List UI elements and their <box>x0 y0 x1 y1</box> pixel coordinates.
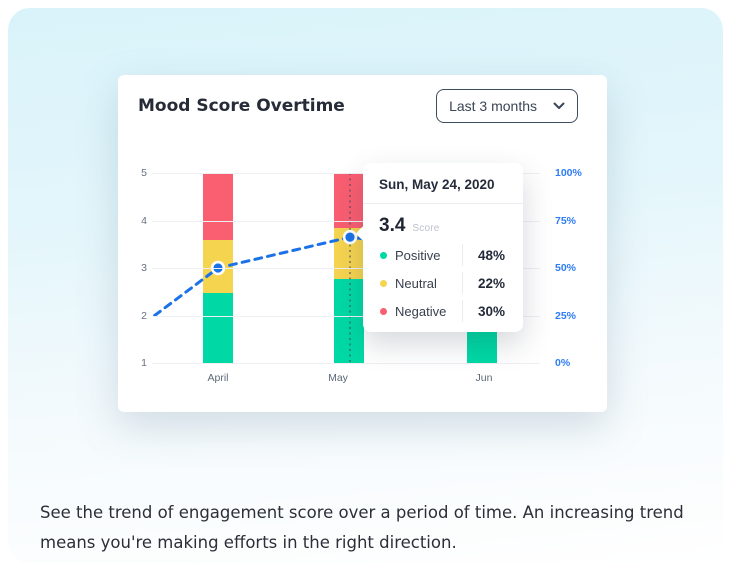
card-title: Mood Score Overtime <box>138 96 345 116</box>
bar-segment-april-neutral[interactable] <box>203 239 233 293</box>
tooltip-row-value: 30% <box>478 303 506 319</box>
mood-score-card: Mood Score Overtime Last 3 months Sun, M… <box>118 75 607 412</box>
tooltip-divider <box>363 203 523 204</box>
right-axis-tick: 25% <box>555 309 577 322</box>
neutral-dot-icon <box>380 279 387 287</box>
positive-dot-icon <box>380 251 387 259</box>
gridline <box>152 268 540 269</box>
tooltip-score-label: Score <box>412 223 440 234</box>
tooltip-row-label: Positive <box>395 247 441 263</box>
chevron-down-icon <box>553 102 565 109</box>
tooltip-row-value: 22% <box>478 275 506 291</box>
tooltip-row-neutral: Neutral 22% <box>363 269 523 297</box>
left-axis-tick: 5 <box>141 167 147 179</box>
chart-tooltip: Sun, May 24, 2020 3.4 Score Positive 48% N… <box>355 163 523 332</box>
left-axis-tick: 3 <box>141 262 147 274</box>
time-range-value: Last 3 months <box>449 98 537 114</box>
card-header: Mood Score Overtime Last 3 months <box>138 89 578 123</box>
right-axis-tick: 50% <box>555 262 577 274</box>
time-range-dropdown[interactable]: Last 3 months <box>436 89 578 123</box>
right-axis-tick: 100% <box>555 167 582 179</box>
tooltip-score-value: 3.4 <box>379 215 406 236</box>
gridline <box>152 363 540 364</box>
tooltip-row-negative: Negative 30% <box>363 297 523 325</box>
description-text: See the trend of engagement score over a… <box>40 503 684 552</box>
tooltip-row-label: Neutral <box>395 275 437 291</box>
tooltip-row-positive: Positive 48% <box>363 241 523 269</box>
bar-segment-may-positive[interactable] <box>334 279 364 363</box>
tooltip-row-label: Negative <box>395 303 447 319</box>
tooltip-rows: Positive 48% Neutral 22% Negative 30% <box>363 241 523 325</box>
tooltip-date: Sun, May 24, 2020 <box>379 177 495 192</box>
gridline <box>152 315 540 317</box>
tooltip-score: 3.4 Score <box>363 204 523 241</box>
right-axis-tick: 75% <box>555 214 577 227</box>
gridline <box>152 173 540 174</box>
gridline <box>152 220 540 222</box>
x-axis-label-april: April <box>207 372 229 384</box>
left-axis-tick: 4 <box>141 214 147 227</box>
negative-dot-icon <box>380 307 387 315</box>
bar-segment-may-negative[interactable] <box>334 173 364 229</box>
right-axis-tick: 0% <box>555 357 571 369</box>
tooltip-row-value: 48% <box>478 247 506 263</box>
bar-segment-april-positive[interactable] <box>203 292 233 363</box>
mood-score-chart: Sun, May 24, 2020 3.4 Score Positive 48% N… <box>118 75 607 412</box>
left-axis-tick: 1 <box>141 357 147 369</box>
bar-segment-april-negative[interactable] <box>203 173 233 240</box>
left-axis-tick: 2 <box>141 309 147 322</box>
x-axis-label-jun: Jun <box>475 372 493 384</box>
x-axis-label-may: May <box>328 372 348 384</box>
